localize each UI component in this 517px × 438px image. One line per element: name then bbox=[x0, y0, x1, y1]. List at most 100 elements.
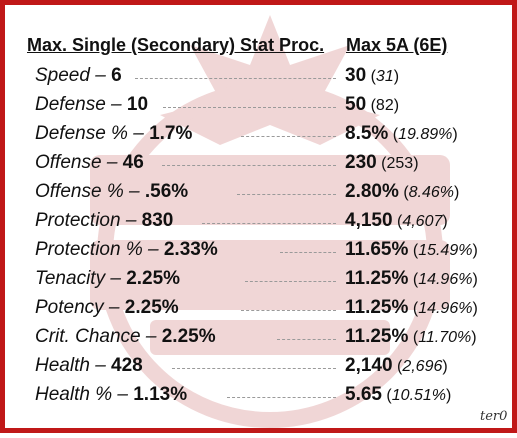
stat-proc-value: .56% bbox=[144, 181, 189, 202]
max-value: 30 (31) bbox=[345, 65, 399, 87]
stat-name: Crit. Chance bbox=[35, 326, 141, 347]
stat-dash: – bbox=[140, 326, 162, 347]
stat-proc-value: 428 bbox=[111, 355, 143, 376]
stat-name: Health % bbox=[35, 384, 113, 405]
table-row: Tenacity – 2.25% 11.25% (14.96%) bbox=[5, 266, 517, 295]
max-value: 50 (82) bbox=[345, 94, 399, 116]
table-row: Health – 428 2,140 (2,696) bbox=[5, 353, 517, 382]
max-6e-value: (14.96%) bbox=[408, 300, 478, 317]
max-6e-number: 82 bbox=[375, 97, 394, 114]
stat-dash: – bbox=[120, 210, 142, 231]
stat-name: Protection bbox=[35, 210, 121, 231]
stat-name: Defense % bbox=[35, 123, 128, 144]
table-row: Health % – 1.13% 5.65 (10.51%) bbox=[5, 382, 517, 411]
stat-dash: – bbox=[101, 152, 123, 173]
stat-name: Potency bbox=[35, 297, 104, 318]
max-6e-number: 31 bbox=[375, 68, 394, 85]
stat-name: Tenacity bbox=[35, 268, 106, 289]
max-6e-number: 14.96% bbox=[418, 300, 473, 317]
max-5a-value: 2.80% bbox=[345, 181, 399, 202]
table-row: Crit. Chance – 2.25% 11.25% (11.70%) bbox=[5, 324, 517, 353]
stat-proc-value: 2.25% bbox=[161, 326, 216, 347]
stat-dash: – bbox=[123, 181, 145, 202]
stat-dash: – bbox=[105, 94, 127, 115]
stat-label: Tenacity – 2.25% bbox=[35, 268, 180, 290]
max-5a-value: 2,140 bbox=[345, 355, 393, 376]
stat-dash: – bbox=[142, 239, 164, 260]
stat-dash: – bbox=[105, 268, 127, 289]
max-6e-value: (253) bbox=[376, 155, 419, 172]
max-5a-value: 4,150 bbox=[345, 210, 393, 231]
stat-label: Crit. Chance – 2.25% bbox=[35, 326, 216, 348]
max-6e-value: (82) bbox=[366, 97, 400, 114]
max-value: 8.5% (19.89%) bbox=[345, 123, 458, 145]
max-5a-value: 50 bbox=[345, 94, 367, 115]
max-6e-number: 2,696 bbox=[402, 358, 443, 375]
stat-proc-value: 46 bbox=[122, 152, 144, 173]
stat-label: Defense % – 1.7% bbox=[35, 123, 192, 145]
stat-label: Health – 428 bbox=[35, 355, 143, 377]
max-6e-number: 15.49% bbox=[418, 242, 473, 259]
max-value: 2.80% (8.46%) bbox=[345, 181, 459, 203]
max-5a-value: 11.25% bbox=[345, 326, 409, 347]
stat-label: Offense % – .56% bbox=[35, 181, 188, 203]
dotted-leader bbox=[245, 281, 336, 282]
max-value: 2,140 (2,696) bbox=[345, 355, 448, 377]
max-value: 11.25% (14.96%) bbox=[345, 297, 478, 319]
stat-name: Offense % bbox=[35, 181, 124, 202]
max-5a-value: 230 bbox=[345, 152, 377, 173]
dotted-leader bbox=[162, 165, 336, 166]
max-6e-number: 11.70% bbox=[418, 329, 472, 346]
max-6e-number: 14.96% bbox=[418, 271, 473, 288]
stat-label: Potency – 2.25% bbox=[35, 297, 179, 319]
max-6e-number: 8.46% bbox=[408, 184, 455, 201]
stat-label: Protection % – 2.33% bbox=[35, 239, 218, 261]
stat-name: Speed bbox=[35, 65, 90, 86]
stat-dash: – bbox=[127, 123, 150, 144]
stat-proc-value: 6 bbox=[111, 65, 122, 86]
stat-dash: – bbox=[112, 384, 134, 405]
stat-dash: – bbox=[89, 65, 112, 86]
max-6e-number: 10.51% bbox=[391, 387, 447, 404]
max-value: 5.65 (10.51%) bbox=[345, 384, 451, 406]
max-5a-value: 30 bbox=[345, 65, 367, 86]
max-6e-value: (2,696) bbox=[392, 358, 448, 375]
max-value: 230 (253) bbox=[345, 152, 419, 174]
dotted-leader bbox=[277, 339, 336, 340]
max-6e-value: (31) bbox=[366, 68, 400, 85]
table-row: Protection % – 2.33% 11.65% (15.49%) bbox=[5, 237, 517, 266]
stat-name: Defense bbox=[35, 94, 106, 115]
stat-proc-value: 2.33% bbox=[163, 239, 218, 260]
stat-proc-value: 2.25% bbox=[124, 297, 179, 318]
max-value: 4,150 (4,607) bbox=[345, 210, 448, 232]
dotted-leader bbox=[241, 310, 336, 311]
stat-proc-value: 830 bbox=[141, 210, 174, 231]
stat-label: Speed – 6 bbox=[35, 65, 122, 87]
max-6e-value: (8.46%) bbox=[398, 184, 460, 201]
stat-label: Protection – 830 bbox=[35, 210, 173, 232]
author-signature: ter0 bbox=[480, 409, 508, 424]
dotted-leader bbox=[237, 194, 336, 195]
dotted-leader bbox=[280, 252, 336, 253]
stat-dash: – bbox=[103, 297, 125, 318]
dotted-leader bbox=[202, 223, 336, 224]
dotted-leader bbox=[163, 107, 336, 108]
table-row: Protection – 830 4,150 (4,607) bbox=[5, 208, 517, 237]
max-6e-value: (10.51%) bbox=[381, 387, 452, 404]
table-row: Defense % – 1.7% 8.5% (19.89%) bbox=[5, 121, 517, 150]
max-6e-value: (19.89%) bbox=[388, 126, 458, 143]
header-max-5a-6e: Max 5A (6E) bbox=[346, 35, 448, 55]
max-value: 11.65% (15.49%) bbox=[345, 239, 478, 261]
stat-proc-value: 10 bbox=[126, 94, 149, 115]
max-6e-number: 253 bbox=[386, 155, 414, 172]
max-5a-value: 11.65% bbox=[345, 239, 409, 260]
dotted-leader bbox=[241, 136, 336, 137]
max-5a-value: 11.25% bbox=[345, 297, 409, 318]
stat-name: Health bbox=[35, 355, 90, 376]
header-stat-proc: Max. Single (Secondary) Stat Proc. bbox=[27, 35, 325, 55]
stat-label: Offense – 46 bbox=[35, 152, 144, 174]
max-value: 11.25% (11.70%) bbox=[345, 326, 477, 348]
stat-proc-value: 1.7% bbox=[149, 123, 193, 144]
max-5a-value: 5.65 bbox=[345, 384, 382, 405]
